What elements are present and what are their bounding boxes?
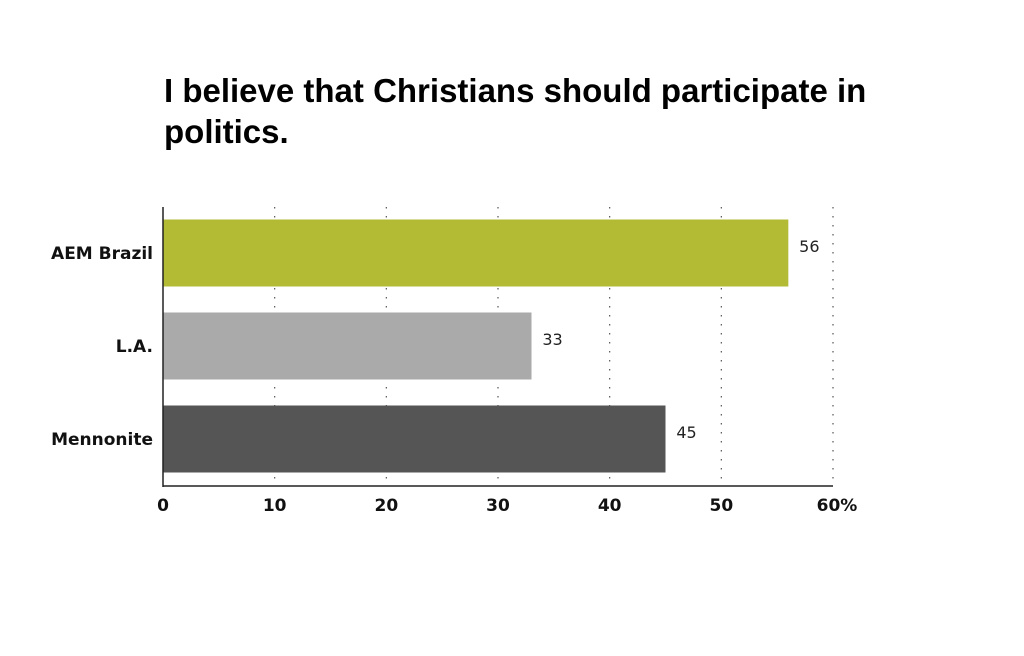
x-tick-label: 60% — [817, 496, 858, 516]
bar-2 — [163, 405, 666, 473]
x-tick-label: 40 — [598, 496, 622, 516]
data-label: 33 — [542, 330, 562, 349]
category-label: L.A. — [116, 337, 153, 357]
x-tick-label: 20 — [374, 496, 398, 516]
labels: AEM Brazil 56 L.A. 33 Mennonite 45 0 10 20 30 40 50… — [51, 237, 857, 516]
x-tick-label: 10 — [263, 496, 287, 516]
x-tick-label: 0 — [157, 496, 169, 516]
category-label: Mennonite — [51, 430, 153, 450]
axes — [162, 207, 833, 487]
x-tick-label: 30 — [486, 496, 510, 516]
bars — [163, 219, 789, 473]
bar-0 — [163, 219, 789, 287]
x-tick-label: 50 — [709, 496, 733, 516]
category-label: AEM Brazil — [51, 244, 153, 264]
data-label: 45 — [676, 423, 696, 442]
data-label: 56 — [799, 237, 819, 256]
chart-title: I believe that Christians should partici… — [164, 72, 867, 150]
bar-1 — [163, 312, 532, 380]
